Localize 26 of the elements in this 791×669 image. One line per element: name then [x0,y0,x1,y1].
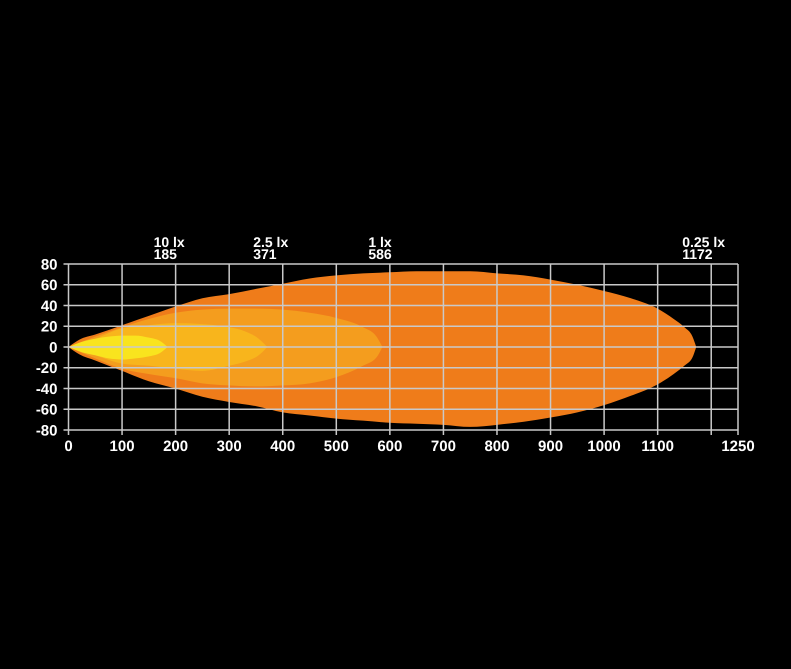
x-tick-label: 1100 [641,438,674,455]
x-tick-label: 200 [163,438,188,455]
y-tick-label: -60 [36,402,58,419]
y-tick-label: -20 [36,360,58,378]
text: 1 lx 586 [368,234,392,262]
x-tick-label: 500 [324,438,349,455]
x-tick-label: 100 [110,438,135,455]
y-tick-label: 80 [40,256,58,274]
x-tick-label: 900 [538,438,564,455]
y-tick-label: 20 [40,318,58,336]
x-tick-label: 600 [377,438,402,455]
text: 10 lx 185 [154,234,185,262]
y-tick-label: 60 [40,277,58,294]
y-tick-label: 40 [40,298,58,315]
x-tick-label: 700 [430,438,456,455]
x-tick-label: 400 [270,438,296,455]
x-tick-label: 1000 [587,438,621,455]
y-tick-label: -80 [36,422,58,440]
text: 0.25 lx 1172 [682,234,726,262]
x-tick-label: 0 [64,438,73,455]
y-tick-label: 0 [49,339,58,356]
x-tick-label: 800 [484,438,510,455]
x-tick-label: 1250 [721,438,755,455]
y-tick-label: -40 [36,380,58,398]
text: 2.5 lx 371 [253,234,288,262]
x-tick-label: 300 [216,438,242,455]
